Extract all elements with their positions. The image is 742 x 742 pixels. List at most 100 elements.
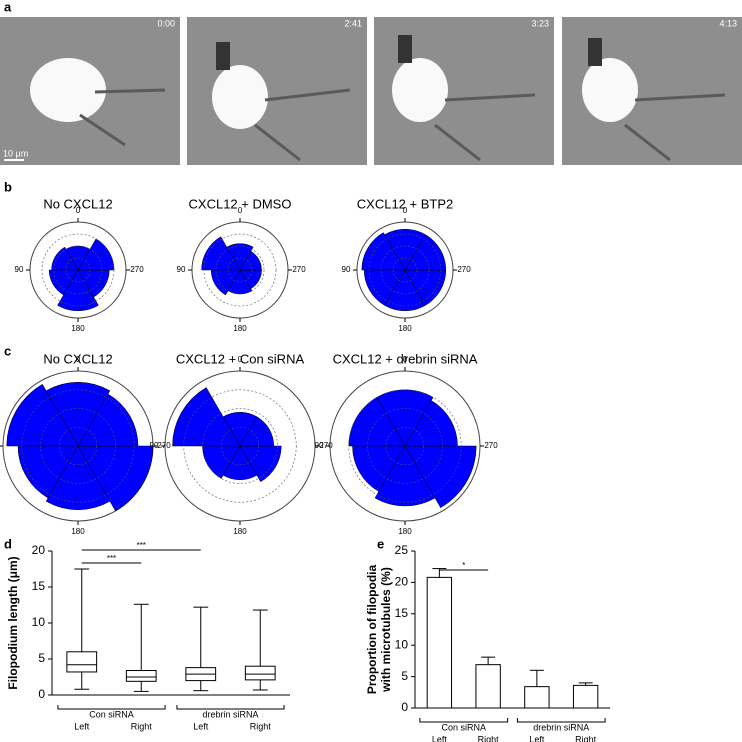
y-axis-label: with microtubules (%) xyxy=(379,567,393,693)
y-tick-label: 25 xyxy=(395,543,409,557)
group-bracket xyxy=(419,718,509,723)
rose-sector xyxy=(172,387,241,447)
ring-decoration xyxy=(215,245,265,295)
group-bracket xyxy=(176,705,285,710)
box xyxy=(244,665,276,681)
ring-decoration xyxy=(368,233,442,307)
angle-label: 180 xyxy=(398,527,412,536)
ring-decoration xyxy=(21,389,135,503)
rose-sector xyxy=(210,269,241,296)
angle-label: 270 xyxy=(292,265,306,274)
rose-sector xyxy=(352,445,406,492)
rose-sector xyxy=(77,393,139,447)
x-tick-label: Left xyxy=(193,721,209,731)
micrograph xyxy=(187,17,367,165)
micrograph xyxy=(0,17,180,165)
y-tick-label: 0 xyxy=(401,700,408,714)
chart-title: No CXCL12 xyxy=(43,196,112,211)
group-label: Con siRNA xyxy=(89,709,134,719)
significance: *** xyxy=(137,541,146,550)
significance: * xyxy=(462,561,465,570)
angle-label: 180 xyxy=(398,324,412,333)
ring-decoration xyxy=(41,233,115,307)
angle-label: 180 xyxy=(71,527,85,536)
ring-decoration xyxy=(392,257,418,283)
panel-label: d xyxy=(4,536,12,551)
rose-sector xyxy=(361,232,406,271)
angle-label: 90 xyxy=(315,441,324,450)
ring-decoration xyxy=(202,408,278,484)
x-tick-label: Right xyxy=(131,721,153,731)
x-tick-label: Left xyxy=(432,734,448,742)
angle-label: 0 xyxy=(403,355,408,364)
chart-title: CXCL12 + drebrin siRNA xyxy=(333,351,478,366)
timestamp: 2:41 xyxy=(344,18,362,28)
y-axis-label: Proportion of filopodia xyxy=(365,565,379,695)
angle-label: 90 xyxy=(15,265,24,274)
ring-decoration xyxy=(65,257,91,283)
bar xyxy=(475,664,501,709)
angle-label: 90 xyxy=(150,441,159,450)
angle-label: 0 xyxy=(238,355,243,364)
x-tick-label: Left xyxy=(74,721,90,731)
angle-label: 270 xyxy=(130,265,144,274)
bar xyxy=(426,576,453,709)
chart-title: CXCL12 + Con siRNA xyxy=(176,351,305,366)
rose-sector xyxy=(363,269,406,306)
angle-label: 0 xyxy=(76,206,81,215)
group-label: drebrin siRNA xyxy=(202,709,258,719)
x-tick-label: Right xyxy=(575,734,597,742)
significance: *** xyxy=(107,554,116,563)
ring-decoration xyxy=(183,389,297,503)
ring-decoration xyxy=(58,426,98,466)
panel-label: c xyxy=(4,343,11,358)
angle-label: 180 xyxy=(71,324,85,333)
y-tick-label: 10 xyxy=(32,615,46,629)
bar xyxy=(524,686,550,709)
rose-sector xyxy=(6,383,79,447)
angle-label: 0 xyxy=(403,206,408,215)
ring-decoration xyxy=(53,245,103,295)
ring-decoration xyxy=(380,245,430,295)
rose-sector xyxy=(201,236,241,271)
y-tick-label: 20 xyxy=(395,575,409,589)
rose-sector xyxy=(239,250,262,271)
timestamp: 4:13 xyxy=(719,18,737,28)
angle-label: 270 xyxy=(484,441,498,450)
angle-label: 270 xyxy=(457,265,471,274)
x-tick-label: Right xyxy=(478,734,500,742)
y-tick-label: 15 xyxy=(32,579,46,593)
rose-sector xyxy=(239,445,282,483)
timestamp: 0:00 xyxy=(157,18,175,28)
group-bracket xyxy=(516,718,606,723)
angle-label: 90 xyxy=(342,265,351,274)
angle-label: 0 xyxy=(238,206,243,215)
y-tick-label: 0 xyxy=(38,687,45,701)
rose-sector xyxy=(404,269,447,306)
group-bracket xyxy=(57,705,166,710)
ring-decoration xyxy=(227,257,253,283)
box xyxy=(125,670,157,682)
timestamp: 3:23 xyxy=(531,18,549,28)
angle-label: 90 xyxy=(177,265,186,274)
y-tick-label: 10 xyxy=(395,637,409,651)
x-tick-label: Left xyxy=(529,734,545,742)
micrograph xyxy=(562,17,742,165)
angle-label: 0 xyxy=(76,355,81,364)
y-tick-label: 15 xyxy=(395,606,409,620)
y-tick-label: 5 xyxy=(401,669,408,683)
rose-sector xyxy=(404,445,477,509)
angle-label: 180 xyxy=(233,527,247,536)
y-tick-label: 20 xyxy=(32,543,46,557)
rose-sector xyxy=(45,445,111,510)
chart-title: CXCL12 + BTP2 xyxy=(357,196,453,211)
panel-label: a xyxy=(4,0,12,14)
panel-label: b xyxy=(4,179,12,194)
x-tick-label: Right xyxy=(250,721,272,731)
ring-decoration xyxy=(220,426,260,466)
ring-decoration xyxy=(203,233,277,307)
rose-sector xyxy=(384,269,426,311)
rose-sector xyxy=(239,416,275,447)
group-label: drebrin siRNA xyxy=(533,722,589,732)
